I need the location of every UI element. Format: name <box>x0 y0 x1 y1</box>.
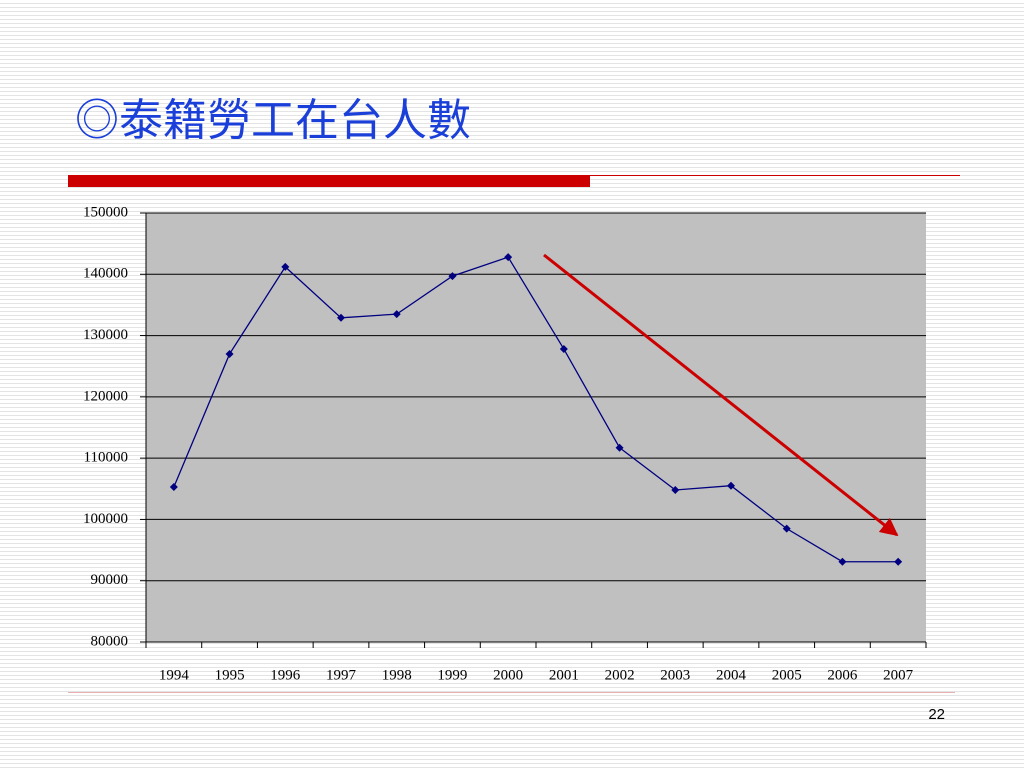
x-tick-label: 1995 <box>215 667 245 683</box>
data-point <box>782 524 791 533</box>
data-point <box>169 482 178 491</box>
data-point <box>838 557 847 566</box>
y-tick-label: 80000 <box>91 633 129 649</box>
series-line <box>173 256 899 563</box>
x-tick-label: 1999 <box>437 667 467 683</box>
x-tick-label: 2000 <box>493 667 523 683</box>
y-tick-label: 90000 <box>91 572 129 588</box>
x-tick-label: 2002 <box>605 667 635 683</box>
x-tick-label: 2001 <box>549 667 579 683</box>
x-tick-label: 2004 <box>716 667 747 683</box>
y-tick-label: 110000 <box>84 450 128 466</box>
plot: 80000 90000 100000 110000 120000 130000 140000… <box>83 204 927 683</box>
data-point <box>615 443 624 452</box>
y-tick-label: 100000 <box>83 511 128 527</box>
title-bar <box>68 175 590 187</box>
chart-title: ◎泰籍勞工在台人數 <box>75 96 471 145</box>
data-point <box>559 345 568 354</box>
x-tick-label: 1994 <box>159 667 190 683</box>
x-tick-label: 2007 <box>883 667 914 683</box>
x-tick-label: 2003 <box>660 667 690 683</box>
data-point <box>448 272 457 281</box>
x-tick-label: 2005 <box>772 667 802 683</box>
data-point <box>281 262 290 271</box>
y-tick-label: 140000 <box>83 266 128 282</box>
x-tick-label: 2006 <box>827 667 858 683</box>
trend-arrow <box>543 253 899 537</box>
y-tick-label: 120000 <box>83 388 128 404</box>
x-tick-label: 1998 <box>382 667 412 683</box>
y-tick-label: 150000 <box>83 204 128 220</box>
data-point <box>337 313 345 322</box>
page-number: 22 <box>928 706 945 723</box>
data-point <box>392 310 401 319</box>
data-point <box>894 557 903 566</box>
data-point <box>225 349 234 358</box>
x-tick-label: 1997 <box>326 667 357 683</box>
x-tick-label: 1996 <box>270 667 301 683</box>
data-point <box>504 253 513 262</box>
plot-area <box>146 213 926 642</box>
data-point <box>727 481 735 490</box>
y-tick-label: 130000 <box>83 327 128 343</box>
data-point <box>671 486 680 495</box>
